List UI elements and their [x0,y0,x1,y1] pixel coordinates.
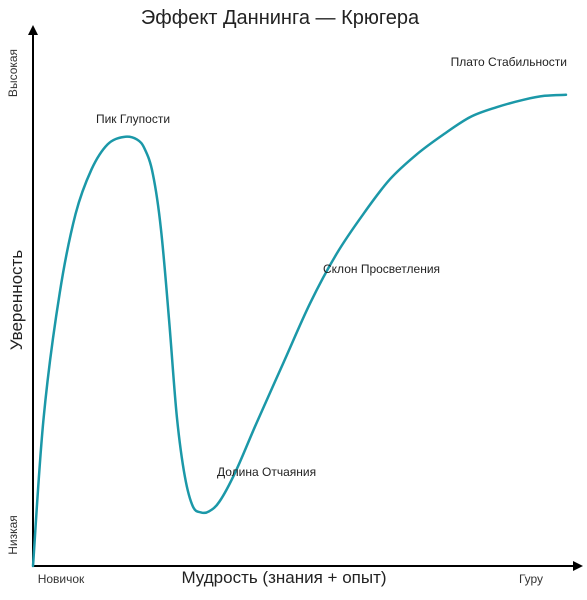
annotation-slope-of-enlightenment: Склон Просветления [323,262,440,276]
annotation-peak-of-stupidity: Пик Глупости [96,112,170,126]
y-axis-title: Уверенность [7,250,26,351]
chart-title: Эффект Даннинга — Крюгера [141,7,420,29]
annotation-plateau-of-stability: Плато Стабильности [451,55,567,69]
y-tick-label-low: Низкая [6,515,20,555]
y-tick-label-high: Высокая [6,49,20,97]
x-tick-label-end: Гуру [519,572,543,586]
x-axis-title: Мудрость (знания + опыт) [181,568,386,587]
annotation-valley-of-despair: Долина Отчаяния [217,465,316,479]
x-tick-label-start: Новичок [38,572,85,586]
confidence-curve [31,93,568,568]
